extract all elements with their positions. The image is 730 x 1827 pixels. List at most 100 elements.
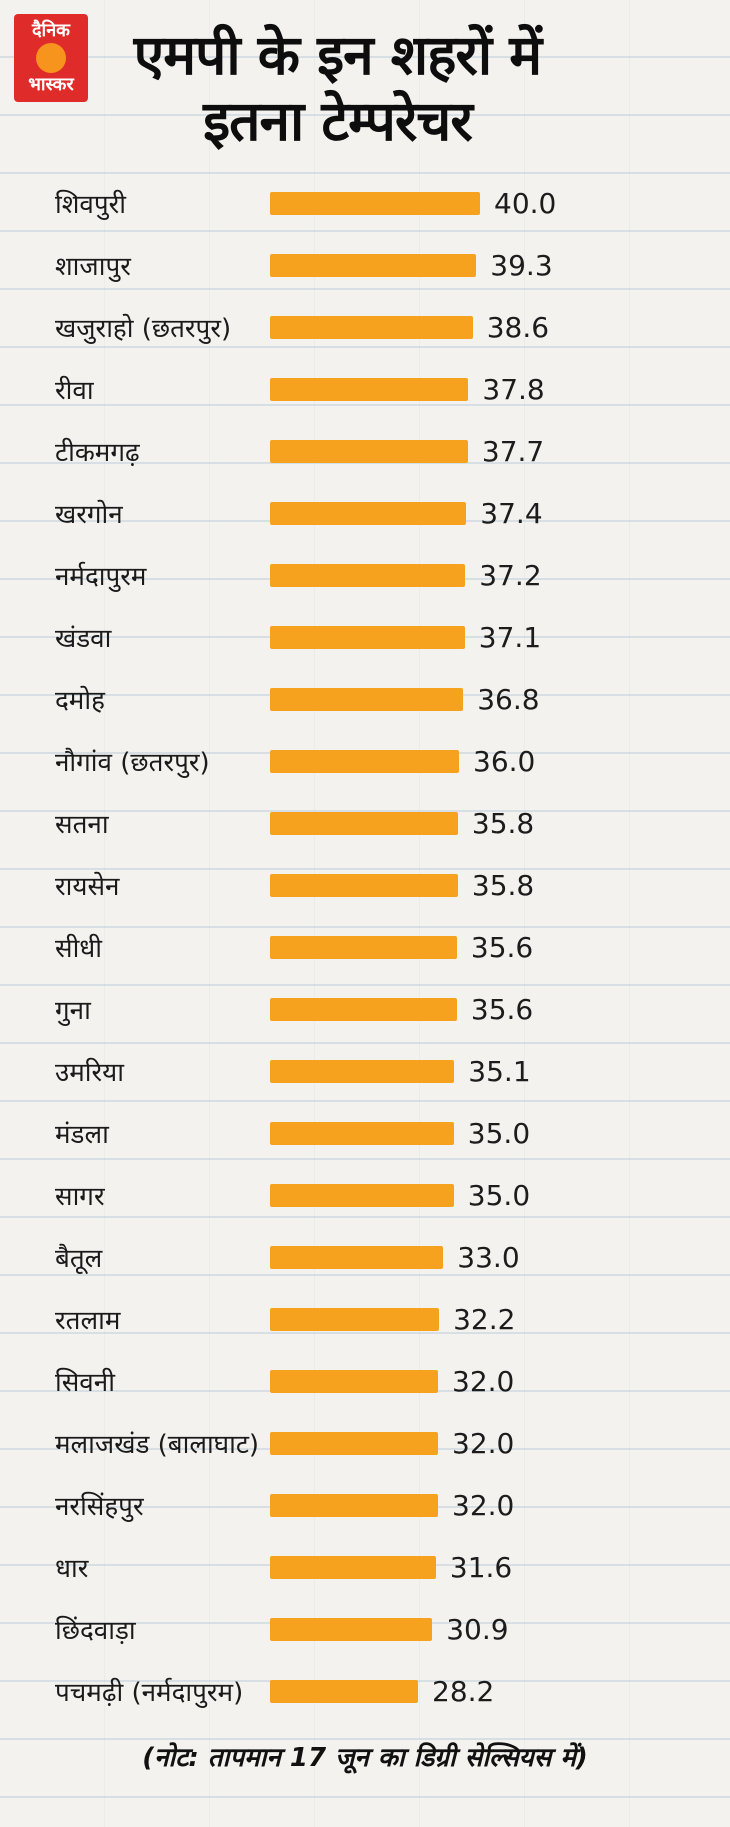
- title-line2: इतना टेम्परेचर: [203, 89, 473, 153]
- table-row: सतना 35.8: [0, 792, 730, 854]
- table-row: दमोह 36.8: [0, 668, 730, 730]
- header: दैनिक भास्कर एमपी के इन शहरों में इतना ट…: [0, 0, 730, 168]
- bar: [270, 1369, 438, 1393]
- table-row: सागर 35.0: [0, 1164, 730, 1226]
- city-label: सागर: [55, 1182, 105, 1212]
- city-label: सिवनी: [55, 1368, 115, 1398]
- value-label: 37.8: [482, 372, 545, 406]
- city-label: मंडला: [55, 1120, 109, 1150]
- table-row: धार 31.6: [0, 1536, 730, 1598]
- bar: [270, 1679, 418, 1703]
- value-label: 28.2: [432, 1674, 495, 1708]
- table-row: शाजापुर 39.3: [0, 234, 730, 296]
- city-label: रायसेन: [55, 872, 120, 902]
- city-label: सीधी: [55, 934, 103, 964]
- value-label: 35.8: [471, 868, 535, 902]
- city-label: रीवा: [55, 376, 94, 406]
- value-label: 36.0: [473, 744, 536, 778]
- value-label: 35.0: [467, 1116, 531, 1150]
- table-row: मंडला 35.0: [0, 1102, 730, 1164]
- bar: [270, 253, 477, 277]
- bar: [270, 1617, 433, 1641]
- bar: [270, 1121, 454, 1145]
- value-label: 35.0: [467, 1178, 531, 1212]
- city-label: खजुराहो (छतरपुर): [55, 314, 232, 344]
- value-label: 39.3: [490, 248, 553, 282]
- footnote-label: (नोट:: [142, 1743, 199, 1773]
- bar: [270, 563, 466, 587]
- city-label: पचमढ़ी (नर्मदापुरम): [55, 1678, 244, 1708]
- bar: [270, 1245, 444, 1269]
- page-title: एमपी के इन शहरों में इतना टेम्परेचर: [0, 22, 730, 154]
- bar-rows: शिवपुरी 40.0 शाजापुर 39.3 खजुराहो (छतरपु…: [0, 168, 730, 1722]
- table-row: टीकमगढ़ 37.7: [0, 420, 730, 482]
- table-row: बैतूल 33.0: [0, 1226, 730, 1288]
- bar: [270, 315, 473, 339]
- city-label: मलाजखंड (बालाघाट): [55, 1430, 260, 1460]
- city-label: रतलाम: [55, 1306, 121, 1336]
- city-label: नर्मदापुरम: [55, 562, 147, 592]
- value-label: 32.0: [452, 1488, 515, 1522]
- bar: [270, 501, 467, 525]
- value-label: 37.1: [478, 620, 542, 654]
- value-label: 38.6: [486, 310, 550, 344]
- value-label: 35.8: [471, 806, 535, 840]
- dainik-bhaskar-logo: दैनिक भास्कर: [14, 14, 88, 102]
- logo-text-line1: दैनिक: [31, 20, 71, 41]
- bar: [270, 811, 458, 835]
- table-row: नौगांव (छतरपुर) 36.0: [0, 730, 730, 792]
- title-line1: एमपी के इन शहरों में: [133, 23, 542, 87]
- sun-icon: [36, 43, 66, 73]
- table-row: रीवा 37.8: [0, 358, 730, 420]
- bar: [270, 997, 457, 1021]
- table-row: खरगोन 37.4: [0, 482, 730, 544]
- city-label: नरसिंहपुर: [55, 1492, 144, 1522]
- value-label: 32.2: [453, 1302, 516, 1336]
- table-row: नर्मदापुरम 37.2: [0, 544, 730, 606]
- bar: [270, 935, 457, 959]
- logo-text-line2: भास्कर: [28, 74, 74, 95]
- city-label: दमोह: [55, 686, 105, 716]
- table-row: छिंदवाड़ा 30.9: [0, 1598, 730, 1660]
- bar: [270, 377, 469, 401]
- footnote: (नोट: तापमान 17 जून का डिग्री सेल्सियस म…: [0, 1738, 730, 1774]
- table-row: खजुराहो (छतरपुर) 38.6: [0, 296, 730, 358]
- bar: [270, 439, 468, 463]
- value-label: 33.0: [457, 1240, 520, 1274]
- bar: [270, 749, 459, 773]
- bar: [270, 625, 465, 649]
- value-label: 37.7: [481, 434, 545, 468]
- bar: [270, 1555, 436, 1579]
- bar: [270, 873, 458, 897]
- table-row: सिवनी 32.0: [0, 1350, 730, 1412]
- table-row: गुना 35.6: [0, 978, 730, 1040]
- city-label: खंडवा: [55, 624, 112, 654]
- table-row: सीधी 35.6: [0, 916, 730, 978]
- value-label: 32.0: [452, 1364, 515, 1398]
- city-label: शाजापुर: [55, 252, 131, 282]
- value-label: 35.1: [468, 1054, 531, 1088]
- city-label: गुना: [55, 996, 91, 1026]
- table-row: रतलाम 32.2: [0, 1288, 730, 1350]
- bar: [270, 1493, 438, 1517]
- bar: [270, 1059, 455, 1083]
- value-label: 36.8: [477, 682, 540, 716]
- table-row: उमरिया 35.1: [0, 1040, 730, 1102]
- bar: [270, 687, 464, 711]
- city-label: छिंदवाड़ा: [55, 1616, 136, 1646]
- city-label: टीकमगढ़: [55, 438, 140, 468]
- bar: [270, 1183, 454, 1207]
- bar: [270, 1431, 438, 1455]
- value-label: 31.6: [449, 1550, 513, 1584]
- city-label: बैतूल: [55, 1244, 103, 1274]
- table-row: शिवपुरी 40.0: [0, 172, 730, 234]
- value-label: 32.0: [452, 1426, 515, 1460]
- value-label: 37.4: [480, 496, 543, 530]
- value-label: 35.6: [470, 992, 534, 1026]
- footnote-text: तापमान 17 जून का डिग्री सेल्सियस में): [198, 1743, 588, 1773]
- city-label: खरगोन: [55, 500, 123, 530]
- table-row: खंडवा 37.1: [0, 606, 730, 668]
- value-label: 35.6: [470, 930, 534, 964]
- table-row: नरसिंहपुर 32.0: [0, 1474, 730, 1536]
